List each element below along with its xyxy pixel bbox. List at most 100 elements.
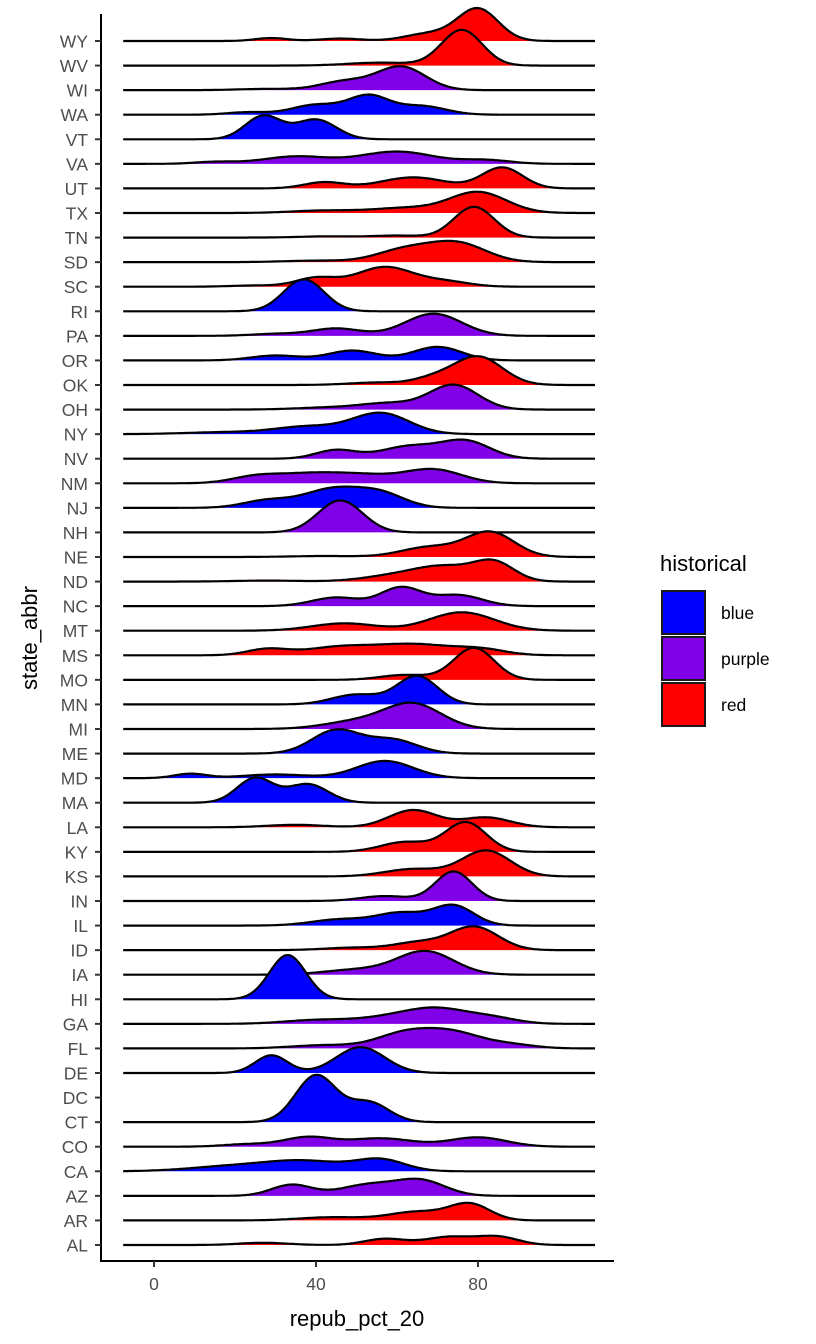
ridge-outline-il [123, 903, 595, 927]
ridge-sc [123, 265, 595, 288]
y-tick-label-wa: WA [60, 105, 88, 125]
ridge-id [123, 925, 595, 952]
ridge-ny [123, 411, 595, 436]
y-tick-label-ma: MA [62, 793, 89, 813]
ridge-fill-ok [123, 356, 595, 385]
y-tick-label-il: IL [73, 916, 88, 936]
ridge-hi [123, 954, 595, 1001]
y-tick-label-nh: NH [63, 523, 88, 543]
ridge-outline-la [123, 808, 595, 829]
ridge-ut [123, 166, 595, 190]
y-axis-ticks: AL AR AZ CA CO CT DC DE FL GA HI IA ID IL IN KS KY LA MA MD… [60, 32, 101, 1256]
ridge-outline-ca [123, 1157, 595, 1173]
x-axis-title: repub_pct_20 [290, 1306, 425, 1331]
ridge-ca [123, 1157, 595, 1173]
ridge-pa [123, 312, 595, 337]
ridge-fill-ar [123, 1202, 595, 1221]
y-tick-label-nc: NC [63, 597, 88, 617]
ridge-outline-nj [123, 485, 595, 509]
ridge-outline-oh [123, 383, 595, 411]
ridge-outline-ny [123, 411, 595, 436]
ridge-fill-tn [123, 206, 595, 238]
ridge-outline-ky [123, 820, 595, 853]
ridge-fill-wv [123, 29, 595, 66]
ridge-outline-ok [123, 355, 595, 387]
y-tick-label-wv: WV [60, 56, 89, 76]
ridge-fill-mn [123, 675, 595, 705]
ridge-fill-nc [123, 586, 595, 607]
y-tick-label-ia: IA [71, 965, 88, 985]
y-tick-label-nm: NM [61, 474, 88, 494]
legend-label-red: red [721, 695, 746, 715]
ridge-fill-ne [123, 531, 595, 557]
ridge-fill-ky [123, 821, 595, 852]
y-tick-label-sc: SC [64, 277, 88, 297]
ridge-outline-wv [123, 28, 595, 67]
ridge-nv [123, 438, 595, 460]
ridge-la [123, 808, 595, 829]
ridge-ct [123, 1073, 595, 1124]
y-tick-label-wy: WY [60, 32, 89, 52]
ridge-vt [123, 114, 595, 141]
ridge-fill-de [123, 1047, 595, 1073]
legend: historical blue purple red [660, 551, 770, 727]
ridge-fill-nd [123, 559, 595, 582]
y-tick-label-az: AZ [66, 1186, 89, 1206]
ridge-ma [123, 776, 595, 804]
ridge-ri [123, 278, 595, 313]
ridge-nd [123, 558, 595, 583]
y-tick-label-nd: ND [63, 572, 88, 592]
ridge-nh [123, 499, 595, 534]
ridge-outline-va [123, 150, 595, 165]
y-tick-label-co: CO [62, 1137, 88, 1157]
ridge-fill-mt [123, 612, 595, 631]
y-tick-label-ct: CT [65, 1113, 89, 1133]
ridge-fill-ut [123, 167, 595, 189]
y-tick-label-nv: NV [64, 449, 89, 469]
ridge-fill-in [123, 871, 595, 901]
ridge-ok [123, 355, 595, 387]
ridge-fill-va [123, 151, 595, 164]
y-tick-label-hi: HI [71, 990, 89, 1010]
ridge-fill-ct [123, 1074, 595, 1123]
ridge-fill-nv [123, 439, 595, 459]
ridge-az [123, 1177, 595, 1197]
ridge-mo [123, 646, 595, 681]
ridge-outline-de [123, 1046, 595, 1075]
ridge-outline-wa [123, 93, 595, 116]
ridge-fill-mo [123, 647, 595, 680]
ridge-fill-nj [123, 486, 595, 508]
ridge-outline-pa [123, 312, 595, 337]
y-tick-label-al: AL [67, 1236, 89, 1256]
y-tick-label-de: DE [64, 1064, 88, 1084]
ridge-ne [123, 530, 595, 559]
ridge-outline-ne [123, 530, 595, 559]
y-tick-label-ny: NY [64, 425, 89, 445]
ridge-outline-id [123, 925, 595, 952]
ridge-outline-ms [123, 642, 595, 657]
ridge-md [123, 759, 595, 780]
ridge-al [123, 1234, 595, 1247]
ridge-wa [123, 93, 595, 116]
y-tick-label-pa: PA [66, 326, 88, 346]
legend-title: historical [660, 551, 747, 576]
y-tick-label-oh: OH [62, 400, 88, 420]
y-tick-label-fl: FL [68, 1039, 89, 1059]
legend-key-blue [661, 590, 706, 635]
ridge-co [123, 1135, 595, 1148]
ridge-outline-co [123, 1135, 595, 1148]
ridge-outline-sc [123, 265, 595, 288]
ridge-fill-wa [123, 94, 595, 115]
x-tick-label-80: 80 [468, 1274, 488, 1294]
y-tick-label-ri: RI [71, 302, 89, 322]
y-tick-label-md: MD [61, 769, 88, 789]
y-tick-label-id: ID [71, 941, 89, 961]
ridge-ia [123, 949, 595, 976]
ridge-fill-wy [123, 8, 595, 41]
ridge-fill-sd [123, 240, 595, 263]
y-tick-label-mn: MN [61, 695, 88, 715]
ridge-outline-ri [123, 278, 595, 313]
ridge-outline-ga [123, 1006, 595, 1025]
ridge-outline-nd [123, 558, 595, 583]
ridge-mi [123, 701, 595, 731]
